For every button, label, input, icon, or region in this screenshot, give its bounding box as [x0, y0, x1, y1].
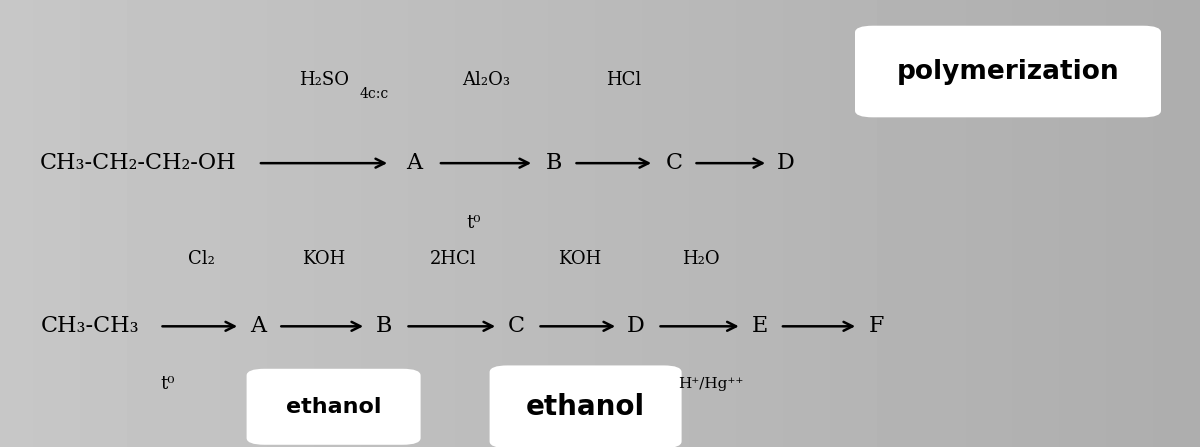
Text: F: F	[869, 315, 883, 337]
FancyBboxPatch shape	[247, 369, 421, 445]
Text: Al₂O₃: Al₂O₃	[462, 72, 510, 89]
Text: D: D	[778, 152, 794, 174]
Text: polymerization: polymerization	[896, 59, 1120, 84]
Text: t⁰: t⁰	[161, 375, 175, 393]
Text: A: A	[250, 315, 266, 337]
Text: ethanol: ethanol	[286, 397, 382, 417]
Text: H⁺/Hg⁺⁺: H⁺/Hg⁺⁺	[678, 377, 743, 392]
FancyBboxPatch shape	[854, 26, 1162, 118]
Text: Cl₂: Cl₂	[188, 250, 215, 268]
Text: KOH: KOH	[302, 250, 346, 268]
Text: H₂O: H₂O	[682, 250, 720, 268]
Text: ethanol: ethanol	[526, 393, 646, 421]
Text: B: B	[376, 315, 392, 337]
Text: B: B	[546, 152, 563, 174]
Text: 2HCl: 2HCl	[431, 250, 476, 268]
FancyBboxPatch shape	[490, 366, 682, 447]
Text: HCl: HCl	[606, 72, 642, 89]
Text: H₂SO: H₂SO	[299, 72, 349, 89]
Text: C: C	[666, 152, 683, 174]
Text: 4c:c: 4c:c	[360, 87, 389, 101]
Text: C: C	[508, 315, 524, 337]
Text: CH₃-CH₂-CH₂-OH: CH₃-CH₂-CH₂-OH	[40, 152, 236, 174]
Text: t⁰: t⁰	[467, 215, 481, 232]
Text: A: A	[406, 152, 422, 174]
Text: KOH: KOH	[558, 250, 601, 268]
Text: CH₃-CH₃: CH₃-CH₃	[41, 315, 139, 337]
Text: D: D	[628, 315, 644, 337]
Text: E: E	[751, 315, 768, 337]
